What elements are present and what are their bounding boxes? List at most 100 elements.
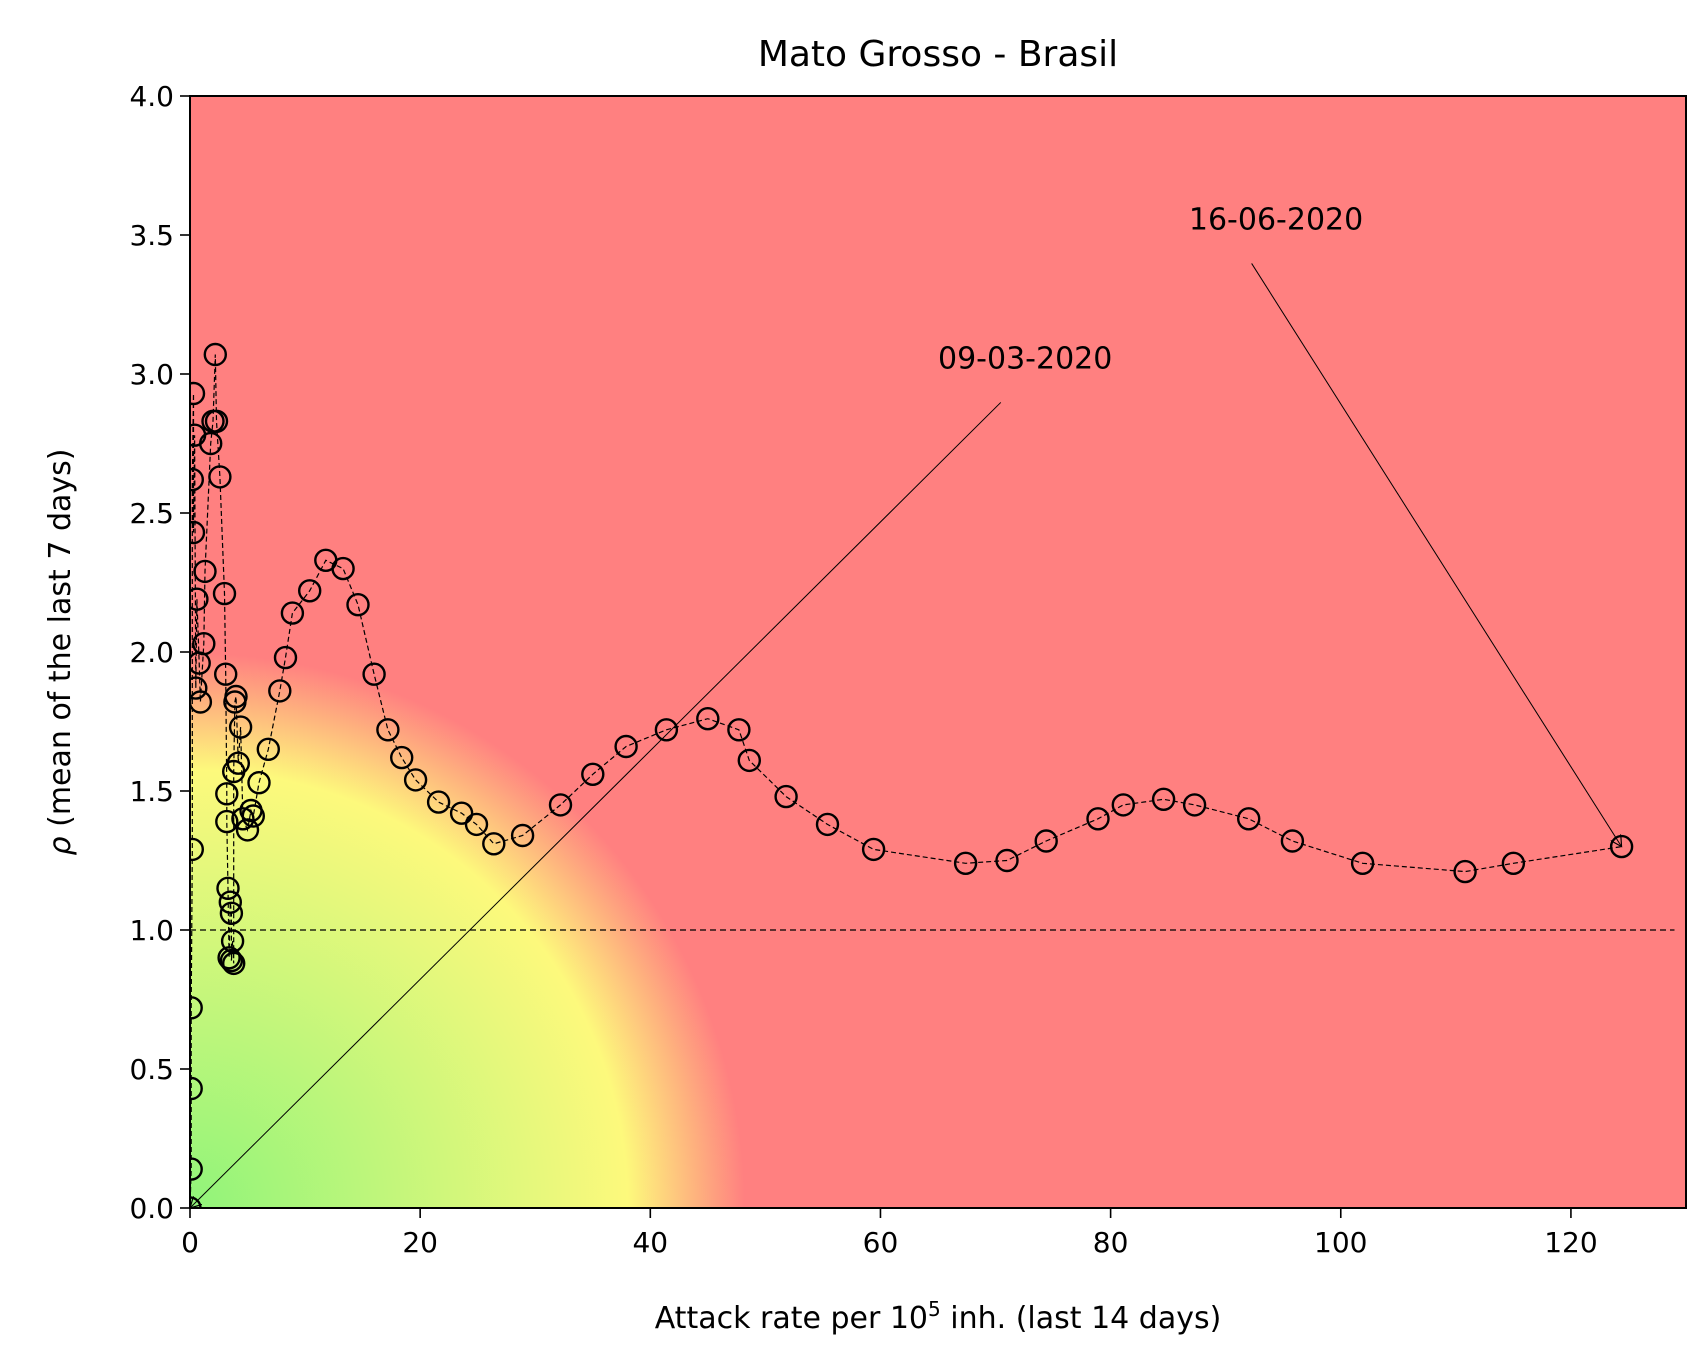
data-point (331, 556, 355, 581)
data-point (346, 593, 370, 617)
data-point (510, 823, 535, 848)
x-axis-title: Attack rate per 105 inh. (last 14 days) (655, 1297, 1222, 1336)
data-point (216, 876, 240, 900)
x-tick-label: 100 (1314, 1226, 1367, 1259)
data-point (190, 1076, 203, 1101)
data-point (208, 465, 232, 489)
data-point (362, 662, 386, 686)
data-point (219, 948, 244, 973)
series-line (190, 354, 1622, 1208)
data-point (953, 851, 978, 875)
y-tick-label: 3.5 (129, 219, 174, 252)
data-point (449, 801, 474, 825)
y-tick-label: 0.0 (129, 1192, 174, 1225)
data-point (548, 793, 573, 817)
data-point (190, 1157, 203, 1181)
data-point (190, 690, 213, 714)
data-point (1151, 787, 1176, 811)
data-point (213, 662, 238, 686)
data-point (1111, 793, 1136, 817)
data-point (1182, 793, 1207, 817)
annotation-arrow (1251, 263, 1622, 846)
data-point (204, 409, 229, 433)
x-axis: 0 20 40 60 80 100 120 (181, 1208, 1598, 1259)
data-point (268, 679, 292, 703)
chart-title: Mato Grosso - Brasil (758, 34, 1118, 75)
data-point (654, 718, 679, 742)
data-point (247, 771, 271, 795)
data-point (774, 784, 798, 809)
data-point (737, 748, 761, 773)
x-tick-label: 120 (1544, 1226, 1597, 1259)
data-point (1034, 829, 1058, 853)
data-point (1086, 807, 1110, 831)
data-point (220, 929, 245, 953)
data-point (614, 734, 638, 759)
x-axis-title-sup: 5 (928, 1297, 941, 1321)
data-point (995, 848, 1019, 873)
data-point (224, 684, 248, 709)
data-point (256, 737, 280, 761)
x-axis-title-suffix: inh. (last 14 days) (941, 1301, 1222, 1336)
data-point (228, 715, 253, 739)
x-tick-label: 80 (1093, 1226, 1129, 1259)
x-tick-label: 20 (402, 1226, 438, 1259)
y-tick-label: 0.5 (129, 1053, 174, 1086)
data-point (390, 745, 414, 770)
data-point (231, 807, 255, 831)
data-point (217, 946, 241, 970)
plot-background (190, 96, 1686, 1208)
x-axis-title-prefix: Attack rate per 10 (655, 1301, 928, 1336)
data-point (193, 559, 217, 584)
data-point (212, 581, 237, 606)
data-point (861, 837, 886, 862)
y-tick-label: 2.5 (129, 497, 174, 530)
data-point (696, 707, 720, 731)
data-point (190, 996, 203, 1020)
data-point (581, 762, 605, 786)
annotation-labels: 09-03-2020 16-06-2020 (938, 202, 1363, 376)
data-point (426, 790, 451, 814)
series-points (190, 342, 1634, 1208)
data-point (190, 381, 206, 406)
data-point (1501, 851, 1526, 875)
data-point (192, 632, 216, 656)
x-tick-label: 40 (632, 1226, 668, 1259)
y-tick-label: 3.0 (129, 358, 174, 391)
annotation-label: 09-03-2020 (938, 341, 1112, 376)
data-point (190, 467, 204, 492)
data-point (219, 901, 244, 925)
annotation-arrows (190, 263, 1622, 1208)
data-point (215, 809, 239, 834)
data-point (218, 890, 243, 914)
data-point (280, 601, 305, 625)
data-point (203, 342, 228, 367)
data-point (190, 676, 208, 700)
data-point (464, 812, 489, 837)
data-point (198, 431, 223, 456)
data-point (215, 782, 239, 806)
data-point (273, 645, 298, 670)
y-axis-title: ρ (mean of the last 7 days) (43, 449, 78, 856)
y-tick-label: 1.0 (129, 914, 174, 947)
x-tick-label: 0 (181, 1226, 199, 1259)
y-tick-label: 2.0 (129, 636, 174, 669)
data-point (241, 804, 266, 828)
data-point (226, 751, 251, 775)
y-tick-label: 4.0 (129, 80, 174, 113)
data-point (190, 520, 206, 545)
data-point (298, 579, 322, 603)
data-point (403, 768, 428, 792)
annotation-arrow (190, 402, 1002, 1208)
data-point (190, 837, 204, 862)
data-point (1453, 859, 1477, 884)
data-point (190, 587, 209, 611)
data-point (482, 832, 506, 856)
y-axis-title-symbol: ρ (43, 836, 78, 855)
data-point (1350, 851, 1375, 875)
data-point (1280, 829, 1305, 853)
annotation-label: 16-06-2020 (1189, 202, 1363, 237)
data-point (221, 951, 246, 976)
data-point (1236, 807, 1261, 831)
